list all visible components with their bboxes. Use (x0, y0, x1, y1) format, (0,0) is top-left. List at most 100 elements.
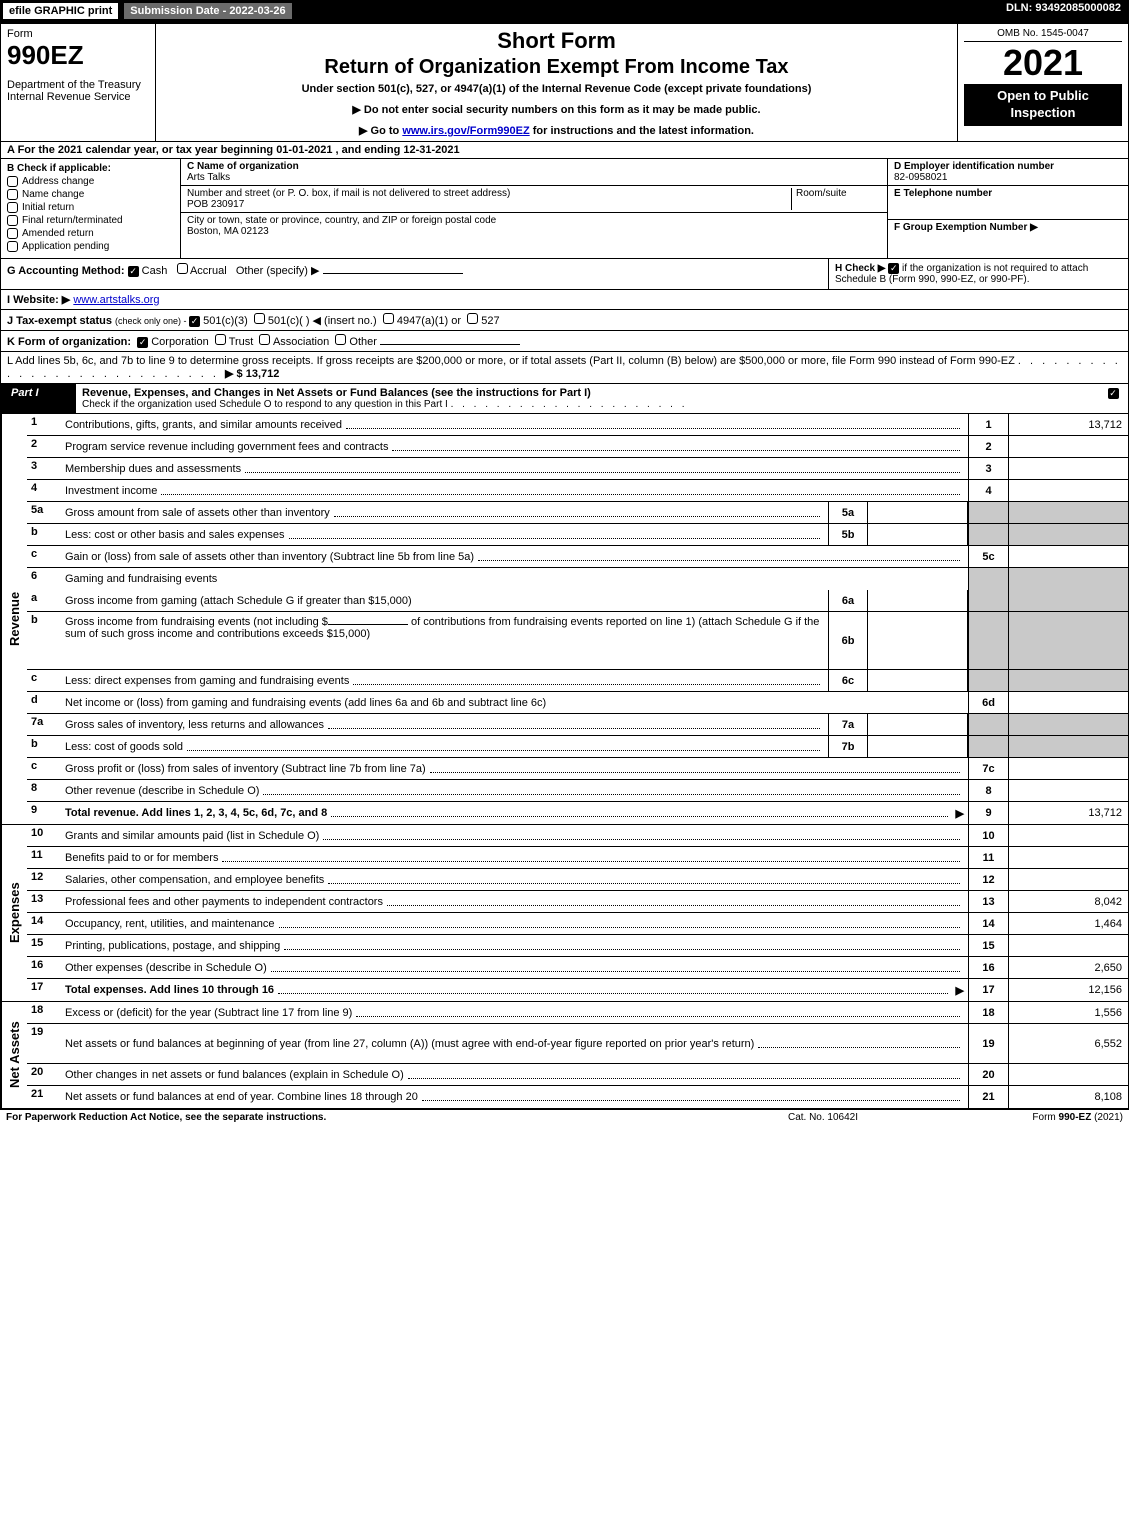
row-l-gross-receipts: L Add lines 5b, 6c, and 7b to line 9 to … (0, 352, 1129, 384)
city-value: Boston, MA 02123 (187, 226, 881, 237)
c-name-label: C Name of organization (187, 161, 881, 172)
check-final-return[interactable]: Final return/terminated (7, 215, 174, 226)
check-name-change[interactable]: Name change (7, 189, 174, 200)
line-desc: Gaming and fundraising events (65, 573, 217, 585)
line-subval (868, 670, 968, 691)
line-6c: cLess: direct expenses from gaming and f… (27, 670, 1128, 692)
footer-right-bold: 990-EZ (1059, 1112, 1092, 1123)
checkbox-empty-icon (467, 313, 478, 324)
dln-label: DLN: 93492085000082 (998, 0, 1129, 22)
checkbox-empty-icon (7, 176, 18, 187)
org-name-value: Arts Talks (187, 172, 881, 183)
checkbox-checked-icon: ✓ (888, 263, 899, 274)
line-desc: Net assets or fund balances at end of ye… (65, 1091, 418, 1103)
f-group-label: F Group Exemption Number ▶ (894, 222, 1122, 233)
revenue-section: Revenue 1Contributions, gifts, grants, a… (0, 414, 1129, 825)
header-mid-col: Short Form Return of Organization Exempt… (156, 24, 958, 141)
line-num: 6 (27, 568, 61, 590)
line-subnum: 5a (828, 502, 868, 523)
goto-suffix: for instructions and the latest informat… (530, 125, 754, 137)
k-trust: Trust (229, 336, 254, 348)
line-value: 2,650 (1008, 957, 1128, 978)
line-value: 13,712 (1008, 802, 1128, 824)
line-value (1008, 758, 1128, 779)
line-num: c (27, 670, 61, 691)
line-13: 13Professional fees and other payments t… (27, 891, 1128, 913)
row-i-website: I Website: ▶ www.artstalks.org (0, 290, 1129, 310)
k-other-blank[interactable] (380, 344, 520, 345)
line-num: a (27, 590, 61, 611)
l-amount: ▶ $ 13,712 (225, 368, 279, 380)
grey-cell (968, 670, 1008, 691)
section-bcdef: B Check if applicable: Address change Na… (0, 159, 1129, 259)
line-num: 17 (27, 979, 61, 1001)
line-5a: 5aGross amount from sale of assets other… (27, 502, 1128, 524)
line-7b: bLess: cost of goods sold7b (27, 736, 1128, 758)
line-11: 11Benefits paid to or for members11 (27, 847, 1128, 869)
line-rnum: 10 (968, 825, 1008, 846)
line-subnum: 6c (828, 670, 868, 691)
line-num: c (27, 758, 61, 779)
col-def: D Employer identification number 82-0958… (888, 159, 1128, 258)
line-num: 20 (27, 1064, 61, 1085)
line-14: 14Occupancy, rent, utilities, and mainte… (27, 913, 1128, 935)
form-header: Form 990EZ Department of the Treasury In… (0, 22, 1129, 142)
line-subval (868, 736, 968, 757)
line-num: 18 (27, 1002, 61, 1023)
city-label: City or town, state or province, country… (187, 215, 881, 226)
blank-field[interactable] (328, 624, 408, 625)
part1-schedule-o-check[interactable]: ✓ (1098, 384, 1128, 413)
checkbox-empty-icon (7, 241, 18, 252)
check-amended-return[interactable]: Amended return (7, 228, 174, 239)
line-value: 1,556 (1008, 1002, 1128, 1023)
check-label: Final return/terminated (22, 215, 123, 226)
row-h-schedule-b: H Check ▶ ✓ if the organization is not r… (828, 259, 1128, 289)
checkbox-empty-icon (7, 215, 18, 226)
open-to-public: Open to Public Inspection (964, 84, 1122, 126)
line-desc: Gross sales of inventory, less returns a… (65, 719, 324, 731)
line-num: b (27, 524, 61, 545)
irs-link[interactable]: www.irs.gov/Form990EZ (402, 125, 529, 137)
line-20: 20Other changes in net assets or fund ba… (27, 1064, 1128, 1086)
grey-cell (1008, 502, 1128, 523)
grey-cell (1008, 568, 1128, 590)
b-heading: B Check if applicable: (7, 163, 174, 174)
g-other-blank[interactable] (323, 273, 463, 274)
efile-print-button[interactable]: efile GRAPHIC print (1, 1, 120, 21)
check-address-change[interactable]: Address change (7, 176, 174, 187)
g-cash: Cash (142, 265, 168, 277)
line-rnum: 9 (968, 802, 1008, 824)
line-19: 19Net assets or fund balances at beginni… (27, 1024, 1128, 1064)
part1-label: Part I (1, 384, 76, 413)
line-rnum: 3 (968, 458, 1008, 479)
checkbox-empty-icon (177, 263, 188, 274)
website-link[interactable]: www.artstalks.org (73, 294, 159, 306)
line-value (1008, 847, 1128, 868)
line-6d: dNet income or (loss) from gaming and fu… (27, 692, 1128, 714)
line-16: 16Other expenses (describe in Schedule O… (27, 957, 1128, 979)
checkbox-empty-icon (254, 313, 265, 324)
line-num: c (27, 546, 61, 567)
line-num: 21 (27, 1086, 61, 1108)
line-num: 15 (27, 935, 61, 956)
d-ein-label: D Employer identification number (894, 161, 1122, 172)
line-subnum: 5b (828, 524, 868, 545)
line-value (1008, 546, 1128, 567)
directive-goto: ▶ Go to www.irs.gov/Form990EZ for instru… (164, 124, 949, 137)
grey-cell (968, 568, 1008, 590)
line-num: 13 (27, 891, 61, 912)
part1-title: Revenue, Expenses, and Changes in Net As… (82, 387, 1092, 399)
line-4: 4Investment income4 (27, 480, 1128, 502)
grey-cell (968, 714, 1008, 735)
footer-left: For Paperwork Reduction Act Notice, see … (6, 1112, 723, 1123)
line-value (1008, 935, 1128, 956)
row-j-tax-exempt: J Tax-exempt status (check only one) - ✓… (0, 310, 1129, 331)
check-initial-return[interactable]: Initial return (7, 202, 174, 213)
g-other: Other (specify) ▶ (236, 265, 320, 277)
row-a-tax-year: A For the 2021 calendar year, or tax yea… (0, 142, 1129, 159)
g-accrual: Accrual (190, 265, 227, 277)
e-phone-label: E Telephone number (894, 188, 1122, 199)
check-application-pending[interactable]: Application pending (7, 241, 174, 252)
line-value (1008, 825, 1128, 846)
col-c-org-info: C Name of organization Arts Talks Number… (181, 159, 888, 258)
